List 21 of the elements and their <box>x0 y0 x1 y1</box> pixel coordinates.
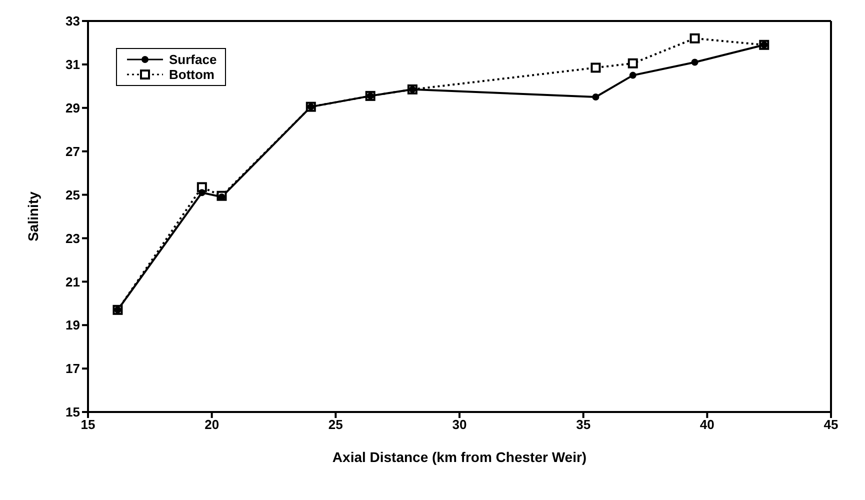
x-tick-label: 40 <box>700 417 714 432</box>
y-tick-label: 33 <box>66 14 80 29</box>
legend-label: Surface <box>169 52 217 67</box>
legend-label: Bottom <box>169 67 214 82</box>
y-tick-label: 21 <box>66 274 80 290</box>
y-tick-label: 31 <box>66 57 80 72</box>
y-tick-label: 15 <box>66 404 80 420</box>
y-axis-title: Salinity <box>24 191 41 242</box>
x-tick-label: 25 <box>328 417 343 432</box>
y-tick-label: 17 <box>66 361 80 376</box>
x-tick-label: 45 <box>824 417 838 432</box>
y-tick-label: 29 <box>66 100 80 116</box>
x-tick-label: 30 <box>452 417 467 432</box>
x-tick-label: 20 <box>204 417 220 432</box>
y-tick-label: 27 <box>66 144 80 159</box>
y-tick-label: 19 <box>66 318 80 333</box>
x-axis-title: Axial Distance (km from Chester Weir) <box>332 449 587 465</box>
x-tick-label: 35 <box>576 417 591 432</box>
y-tick-label: 23 <box>66 230 80 246</box>
x-tick-label: 15 <box>80 417 96 432</box>
y-tick-label: 25 <box>66 187 80 202</box>
